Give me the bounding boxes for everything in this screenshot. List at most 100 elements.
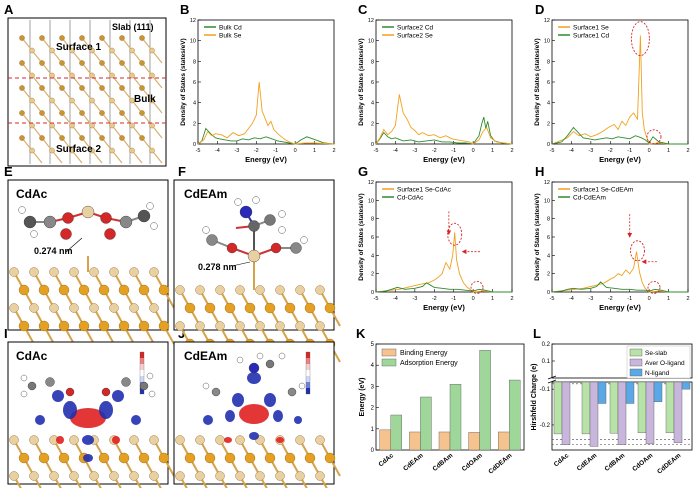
atom: [211, 387, 221, 397]
atom: [65, 387, 75, 397]
bar-aver-o-ligand: [645, 381, 655, 445]
atom: [78, 284, 90, 296]
colorbar-segment: [306, 370, 310, 376]
atom: [324, 452, 336, 464]
y-tick-label: 1: [371, 427, 375, 433]
y-axis-label: Density of States (states/eV): [358, 193, 365, 280]
atom: [149, 122, 155, 129]
series-line-0: [375, 232, 512, 293]
bar-aver-o-ligand: [617, 381, 627, 445]
atom: [315, 285, 325, 295]
x-axis-label: Energy (eV): [599, 303, 641, 312]
atom: [9, 471, 19, 481]
series-line-0: [551, 35, 688, 145]
y-tick-label: 0: [193, 142, 196, 148]
series-line-1: [551, 126, 688, 145]
atom: [29, 147, 35, 154]
y-tick-label: 8: [193, 59, 196, 65]
panel-letter-c: C: [358, 2, 368, 17]
x-tick-label: -3: [588, 296, 593, 302]
atom: [69, 147, 75, 154]
colorbar-segment: [306, 352, 310, 358]
atom: [29, 122, 35, 129]
atom: [202, 382, 210, 390]
bar-n-ligand: [681, 381, 691, 390]
panel-e-distance: 0.274 nm: [34, 246, 73, 256]
legend-label: Bulk Cd: [219, 25, 242, 32]
atom: [315, 435, 325, 445]
panel-letter-f: F: [178, 164, 186, 179]
bulk-label: Bulk: [134, 94, 156, 105]
atom: [59, 85, 65, 91]
y-tick-label: 10: [368, 198, 374, 204]
atom: [19, 85, 25, 91]
energy-bar-chart: 0 1 2 3 4 5 Energy (eV) CdAc CdEAm CdBAm CdOAm CdDE…: [359, 342, 525, 476]
atom: [244, 452, 256, 464]
atom: [59, 35, 65, 41]
bar-se-slab: [637, 381, 647, 434]
atom: [138, 320, 150, 332]
panel-letter-l: L: [533, 326, 541, 341]
atom: [139, 381, 149, 391]
panel-letter-b: B: [180, 2, 189, 17]
y-tick-label: 12: [544, 180, 550, 186]
x-tick-label: -1: [627, 148, 632, 154]
atom: [79, 35, 85, 41]
density-lobe: [82, 435, 94, 445]
x-axis-label: Energy (eV): [245, 155, 287, 164]
atom: [264, 302, 276, 314]
atom: [49, 147, 55, 154]
y-tick-label: 4: [193, 101, 196, 107]
atom: [99, 85, 105, 91]
atom: [138, 452, 150, 464]
atom: [235, 435, 245, 445]
atom: [149, 267, 159, 277]
atom: [304, 302, 316, 314]
category-label: CdAc: [553, 452, 571, 469]
y-tick-label: 6: [193, 80, 196, 86]
x-tick-label: -4: [393, 148, 398, 154]
legend-label: Aver O-ligand: [645, 360, 685, 367]
y-tick-label: 5: [371, 342, 375, 348]
density-lobe: [249, 432, 259, 440]
atom: [175, 285, 185, 295]
atom: [284, 452, 296, 464]
panel-e-cdac-model: CdAc 0.274 nm: [7, 179, 175, 345]
density-lobe: [276, 437, 284, 443]
bar-se-slab: [581, 381, 591, 435]
atom: [235, 285, 245, 295]
y-tick-label: 4: [371, 253, 374, 259]
x-tick-label: 0: [648, 148, 651, 154]
atom: [264, 214, 276, 226]
atom: [109, 267, 119, 277]
bar-aver-o-ligand: [589, 381, 599, 447]
x-tick-label: -2: [608, 148, 613, 154]
atom: [275, 321, 285, 331]
slab-frame: [7, 17, 167, 167]
density-lobe: [273, 410, 283, 422]
atom: [39, 35, 45, 41]
atom: [39, 135, 45, 141]
atom: [158, 320, 170, 332]
atom: [20, 390, 28, 398]
bar-adsorption-energy: [420, 396, 432, 451]
x-tick-label: 2: [686, 148, 689, 154]
atom: [79, 110, 85, 116]
legend-label: Binding Energy: [400, 350, 448, 357]
atom: [175, 435, 185, 445]
colorbar-segment: [140, 370, 144, 376]
y-tick-label: 4: [547, 253, 550, 259]
x-tick-label: -5: [374, 296, 379, 302]
x-tick-label: -5: [374, 148, 379, 154]
atom: [109, 97, 115, 104]
density-lobe: [294, 416, 302, 424]
y-tick-label: 3: [371, 384, 375, 390]
atom: [195, 285, 205, 295]
density-lobe: [264, 393, 276, 407]
series-line-1: [375, 94, 513, 145]
atom: [255, 285, 265, 295]
atom: [19, 110, 25, 116]
legend-label: Bulk Se: [219, 33, 242, 40]
category-label: CdDEAm: [656, 452, 682, 476]
atom: [137, 209, 151, 223]
